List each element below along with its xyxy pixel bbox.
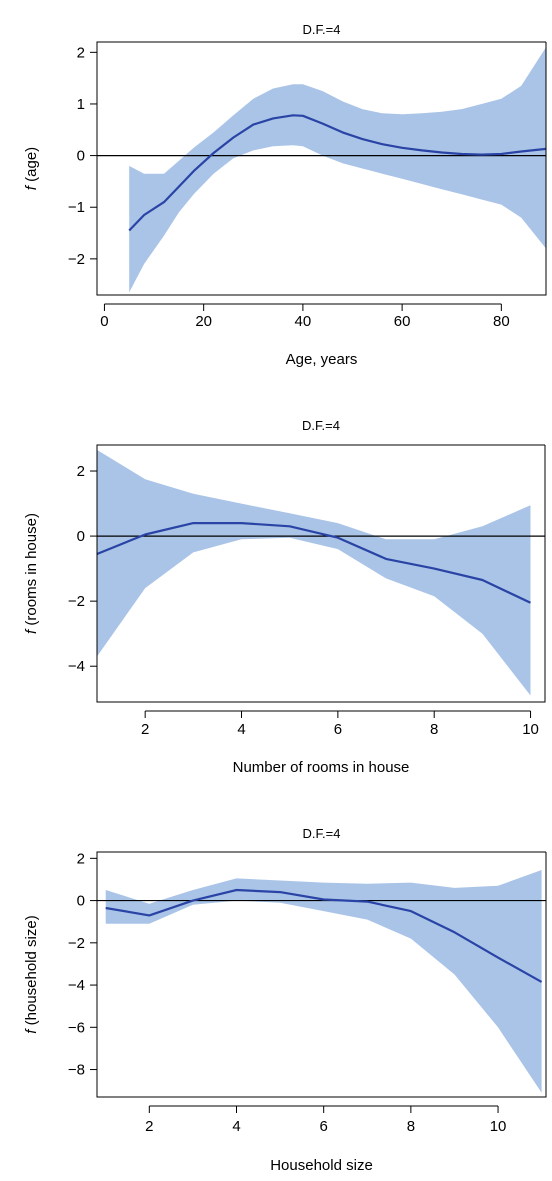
y-tick-label: 0	[77, 148, 85, 165]
panel-title: D.F.=4	[303, 826, 341, 841]
confidence-band	[105, 870, 542, 1093]
y-tick-label: −2	[68, 935, 85, 952]
x-tick-label: 10	[522, 721, 539, 738]
y-tick-label: −2	[68, 251, 85, 268]
x-tick-label: 2	[145, 1118, 153, 1135]
plot-frame	[96, 41, 547, 296]
y-tick-label: −8	[68, 1062, 85, 1079]
y-tick-label: −4	[68, 977, 85, 994]
y-axis-label: f (rooms in house)	[23, 513, 40, 634]
y-tick-label: 2	[77, 463, 85, 480]
x-tick-label: 4	[237, 721, 245, 738]
x-tick-label: 4	[232, 1118, 240, 1135]
y-tick-label: −4	[68, 658, 85, 675]
y-tick-label: 0	[77, 528, 85, 545]
x-tick-label: 40	[295, 313, 312, 330]
fitted-line	[105, 888, 543, 983]
x-tick-label: 8	[407, 1118, 415, 1135]
x-tick-label: 10	[490, 1118, 507, 1135]
fitted-line	[96, 521, 531, 604]
x-tick-label: 6	[334, 721, 342, 738]
panel-title: D.F.=4	[302, 418, 340, 433]
x-tick-label: 60	[394, 313, 411, 330]
confidence-band	[129, 47, 546, 293]
y-tick-label: 2	[77, 850, 85, 867]
chart-panel-3: D.F.=4 −8 −6 −4 −2 0 2 2 4 6 8 10 Household size f (h…	[23, 826, 547, 1174]
x-tick-label: 6	[320, 1118, 328, 1135]
x-tick-label: 0	[100, 313, 108, 330]
x-axis-label: Number of rooms in house	[233, 759, 410, 776]
y-tick-label: −1	[68, 199, 85, 216]
y-tick-label: −2	[68, 593, 85, 610]
panel-title: D.F.=4	[303, 22, 341, 37]
y-axis-label: f (household size)	[23, 915, 40, 1033]
x-tick-label: 2	[141, 721, 149, 738]
plot-frame	[96, 444, 546, 703]
y-tick-label: 1	[77, 96, 85, 113]
x-axis-label: Household size	[270, 1157, 373, 1174]
y-tick-label: 2	[77, 44, 85, 61]
x-axis-label: Age, years	[286, 351, 358, 368]
confidence-band	[97, 449, 531, 696]
y-tick-label: 0	[77, 893, 85, 910]
x-tick-label: 8	[430, 721, 438, 738]
fitted-line	[128, 114, 547, 232]
chart-panel-2: D.F.=4 −4 −2 0 2 2 4 6 8 10 Number of rooms in hou…	[23, 418, 546, 776]
x-tick-label: 20	[195, 313, 212, 330]
plot-frame	[96, 851, 547, 1098]
x-tick-label: 80	[493, 313, 510, 330]
y-tick-label: −6	[68, 1019, 85, 1036]
y-axis-label: f (age)	[23, 147, 40, 190]
